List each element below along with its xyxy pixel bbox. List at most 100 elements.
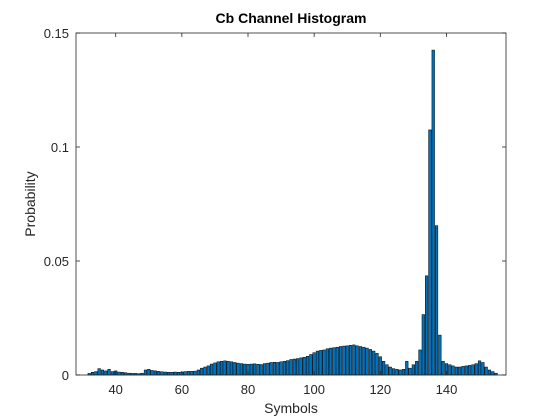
histogram-bar <box>355 345 359 376</box>
histogram-bar <box>388 366 392 376</box>
histogram-bar <box>431 49 435 376</box>
histogram-bar <box>167 372 171 376</box>
histogram-bar <box>120 372 124 376</box>
histogram-bar <box>253 363 257 376</box>
histogram-bar <box>173 371 177 376</box>
histogram-bar <box>163 371 167 376</box>
histogram-bar <box>339 346 343 376</box>
histogram-bar <box>219 361 224 376</box>
histogram-bar <box>236 362 240 376</box>
histogram-bar <box>196 369 200 376</box>
histogram-bar <box>468 365 472 376</box>
x-axis-ticks: 40 60 80 100 120 140 <box>108 33 457 397</box>
histogram-bar <box>239 363 243 376</box>
histogram-bar <box>299 357 303 376</box>
histogram-bar <box>441 361 445 376</box>
histogram-bar <box>229 361 234 376</box>
histogram-bar <box>190 371 194 376</box>
x-tick-label: 100 <box>303 382 325 397</box>
histogram-bar <box>216 361 220 376</box>
histogram-bar <box>183 371 187 376</box>
histogram-bar <box>405 361 409 376</box>
histogram-bar <box>329 347 333 376</box>
histogram-bar <box>358 346 363 376</box>
histogram-bar <box>223 360 227 376</box>
histogram-bar <box>269 362 273 376</box>
histogram-bar <box>94 371 98 376</box>
histogram-bar <box>411 364 415 376</box>
histogram-bar <box>243 363 247 376</box>
histogram-bar <box>100 369 105 376</box>
histogram-bar <box>213 362 217 376</box>
histogram-bar <box>434 225 439 376</box>
histogram-bar <box>147 369 151 376</box>
histogram-bar <box>398 369 402 376</box>
histogram-bar <box>272 361 277 376</box>
histogram-bar <box>345 345 349 376</box>
histogram-bar <box>200 367 204 376</box>
histogram-bar <box>186 371 191 376</box>
histogram-bar <box>282 361 286 376</box>
plot-frame <box>75 32 507 376</box>
histogram-bar <box>292 358 296 376</box>
histogram-bar <box>296 358 300 376</box>
histogram-bar <box>315 350 320 376</box>
histogram-bar <box>150 370 154 376</box>
histogram-bar <box>226 361 230 376</box>
histogram-bar <box>368 349 372 376</box>
x-tick-label: 40 <box>108 382 122 397</box>
histogram-bar <box>110 371 114 376</box>
histogram-bar <box>395 369 399 376</box>
histogram-bar <box>193 370 197 376</box>
histogram-bar <box>491 371 495 376</box>
plot-background <box>76 33 506 375</box>
histogram-bar <box>97 368 101 376</box>
histogram-bar <box>117 371 121 376</box>
histogram-bar <box>325 348 329 376</box>
histogram-bar <box>302 356 306 376</box>
bars-group <box>87 49 498 376</box>
chart-title: Cb Channel Histogram <box>216 10 367 26</box>
histogram-bar <box>206 365 210 376</box>
y-axis-label: Probability <box>22 171 38 236</box>
histogram-bar <box>262 363 267 376</box>
histogram-bar <box>428 129 432 376</box>
histogram-bar <box>309 354 313 376</box>
histogram-bar <box>259 364 263 376</box>
histogram-bar <box>305 356 310 376</box>
histogram-bar <box>210 363 214 376</box>
histogram-bar <box>203 366 207 376</box>
histogram-bar <box>474 363 478 376</box>
histogram-bar <box>365 347 369 376</box>
histogram-bar <box>276 362 280 376</box>
y-tick-label: 0.15 <box>44 26 69 41</box>
histogram-bar <box>90 372 95 376</box>
histogram-bar <box>418 349 422 376</box>
y-tick-label: 0 <box>62 368 69 383</box>
histogram-bar <box>461 366 465 376</box>
histogram-bar <box>487 369 492 376</box>
histogram-bar <box>477 360 482 376</box>
histogram-bar <box>322 349 326 376</box>
histogram-bar <box>348 345 353 376</box>
x-tick-label: 140 <box>436 382 458 397</box>
histogram-bar <box>233 362 237 376</box>
histogram-bar <box>362 346 366 376</box>
histogram-bar <box>256 364 260 376</box>
y-tick-label: 0.1 <box>51 140 69 155</box>
histogram-bar <box>484 366 488 376</box>
histogram-bar <box>481 362 485 376</box>
histogram-bar <box>342 345 346 376</box>
histogram-bar <box>454 366 458 376</box>
histogram-bar <box>401 369 406 376</box>
histogram-bar <box>425 275 429 376</box>
histogram-bar <box>385 364 389 376</box>
x-tick-label: 60 <box>175 382 189 397</box>
histogram-bar <box>382 361 386 376</box>
histogram-bar <box>153 370 157 376</box>
histogram-bar <box>408 367 412 376</box>
histogram-bar <box>375 353 379 376</box>
histogram-bar <box>160 371 164 376</box>
